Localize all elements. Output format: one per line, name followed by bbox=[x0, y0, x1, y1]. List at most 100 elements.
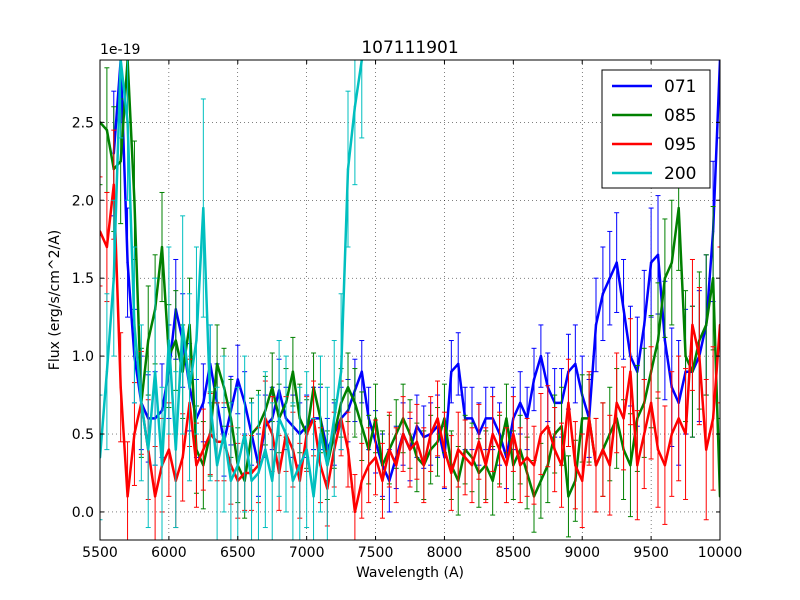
x-tick-label: 9500 bbox=[633, 545, 669, 561]
data-point bbox=[126, 261, 129, 264]
data-point bbox=[477, 440, 481, 444]
data-point bbox=[705, 323, 708, 327]
legend-box bbox=[601, 69, 711, 189]
data-point bbox=[126, 121, 129, 124]
data-point bbox=[519, 463, 522, 467]
y-tick-label: 0.5 bbox=[72, 427, 94, 443]
data-point bbox=[319, 432, 322, 436]
data-point bbox=[491, 432, 494, 436]
data-point bbox=[298, 463, 301, 467]
data-point bbox=[539, 479, 543, 482]
data-point bbox=[112, 276, 115, 280]
data-point bbox=[105, 245, 109, 249]
data-point bbox=[450, 370, 453, 373]
data-point bbox=[498, 448, 501, 451]
legend: 071 085 095 200 bbox=[601, 69, 711, 189]
data-point bbox=[484, 417, 487, 420]
data-point bbox=[374, 417, 377, 420]
data-point bbox=[346, 167, 350, 171]
chart-title: 107111901 bbox=[361, 38, 458, 58]
data-point bbox=[236, 463, 239, 467]
data-point bbox=[181, 323, 184, 327]
data-point bbox=[153, 370, 157, 373]
y-tick-label: 1.5 bbox=[72, 271, 94, 287]
data-point bbox=[153, 495, 157, 498]
data-point bbox=[174, 448, 177, 451]
data-point bbox=[133, 323, 136, 327]
data-point bbox=[443, 448, 446, 451]
data-point bbox=[553, 448, 556, 451]
data-point bbox=[264, 448, 267, 451]
data-point bbox=[339, 370, 343, 373]
data-point bbox=[305, 448, 308, 451]
data-point bbox=[457, 448, 460, 451]
data-point bbox=[291, 479, 295, 482]
data-point bbox=[277, 417, 281, 420]
data-point bbox=[670, 432, 673, 436]
data-point bbox=[581, 417, 584, 420]
data-point bbox=[643, 323, 646, 327]
data-point bbox=[539, 354, 543, 358]
data-point bbox=[615, 401, 618, 405]
data-point bbox=[312, 495, 315, 498]
data-point bbox=[711, 417, 715, 420]
data-point bbox=[346, 448, 350, 451]
data-point bbox=[491, 479, 494, 482]
data-point bbox=[367, 463, 370, 467]
y-axis-label: Flux (erg/s/cm^2/A) bbox=[47, 230, 63, 370]
data-point bbox=[649, 401, 653, 405]
legend-label-085: 085 bbox=[664, 106, 696, 126]
data-point bbox=[105, 370, 109, 373]
data-point bbox=[629, 370, 632, 373]
data-point bbox=[691, 323, 694, 327]
x-tick-label: 7500 bbox=[358, 545, 394, 561]
data-point bbox=[656, 253, 660, 257]
y-tick-label: 2.0 bbox=[72, 193, 94, 209]
data-point bbox=[429, 432, 432, 436]
x-tick-label: 7000 bbox=[289, 545, 325, 561]
data-point bbox=[601, 448, 605, 451]
data-point bbox=[698, 354, 701, 358]
data-point bbox=[484, 463, 487, 467]
data-point bbox=[202, 401, 205, 405]
data-point bbox=[519, 401, 522, 405]
data-point bbox=[202, 206, 205, 210]
data-point bbox=[581, 479, 584, 482]
data-point bbox=[587, 417, 591, 420]
series-layer bbox=[100, 60, 720, 540]
data-point bbox=[222, 432, 226, 436]
data-point bbox=[181, 456, 184, 459]
x-tick-label: 8500 bbox=[496, 545, 532, 561]
data-point bbox=[532, 378, 536, 381]
data-point bbox=[457, 362, 460, 366]
x-tick-label: 5500 bbox=[82, 545, 118, 561]
data-point bbox=[546, 425, 549, 428]
data-point bbox=[677, 417, 680, 420]
data-point bbox=[525, 456, 529, 459]
data-point bbox=[643, 432, 646, 436]
x-tick-label: 6500 bbox=[220, 545, 256, 561]
data-point bbox=[663, 463, 667, 467]
data-point bbox=[388, 448, 391, 451]
data-point bbox=[684, 354, 687, 358]
data-point bbox=[353, 401, 357, 405]
data-point bbox=[574, 463, 577, 467]
data-point bbox=[167, 339, 171, 342]
data-point bbox=[450, 471, 453, 475]
data-point bbox=[663, 339, 667, 342]
y-tick-label: 1.0 bbox=[72, 349, 94, 365]
data-point bbox=[594, 463, 598, 467]
data-point bbox=[167, 448, 171, 451]
data-point bbox=[105, 128, 109, 132]
legend-label-071: 071 bbox=[664, 77, 696, 97]
data-point bbox=[147, 339, 150, 342]
data-point bbox=[436, 417, 439, 420]
data-point bbox=[133, 199, 136, 202]
data-point bbox=[532, 463, 536, 467]
data-point bbox=[271, 479, 274, 482]
data-point bbox=[215, 362, 219, 366]
legend-label-200: 200 bbox=[664, 164, 696, 184]
data-point bbox=[243, 432, 246, 436]
data-point bbox=[608, 276, 611, 280]
data-point bbox=[360, 479, 363, 482]
